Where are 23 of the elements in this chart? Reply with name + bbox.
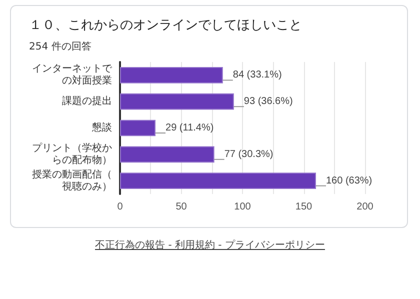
data-label: 84 (33.1%): [232, 70, 282, 81]
y-tick-label: プリント（学校からの配布物）: [32, 142, 112, 166]
y-tick-label: 懇談: [91, 122, 112, 134]
data-label: 29 (11.4%): [166, 122, 214, 134]
chart-title: １０、これからのオンラインでしてほしいこと: [29, 18, 302, 33]
bar: [120, 146, 214, 163]
bar: [120, 172, 316, 189]
chart-subtitle: 254 件の回答: [29, 40, 92, 52]
data-label: 77 (30.3%): [224, 148, 274, 160]
x-tick-label: 0: [117, 202, 124, 212]
y-tick-label: 授業の動画配信（視聴のみ）: [32, 168, 112, 192]
bar: [120, 120, 156, 136]
data-label: 160 (63%): [326, 175, 372, 186]
x-tick-label: 200: [356, 202, 374, 212]
data-label: 93 (36.6%): [244, 96, 293, 108]
x-tick-label: 100: [234, 202, 252, 212]
text: 不正行為の報告 - 利用規約 - プライバシーポリシー: [94, 238, 326, 252]
bar: [120, 93, 234, 110]
x-tick-label: 50: [176, 202, 188, 212]
x-tick-label: 150: [295, 202, 313, 212]
bar: [120, 67, 223, 84]
y-tick-label: 課題の提出: [62, 95, 112, 108]
y-tick-label: インターネットでの対面授業: [32, 64, 113, 87]
